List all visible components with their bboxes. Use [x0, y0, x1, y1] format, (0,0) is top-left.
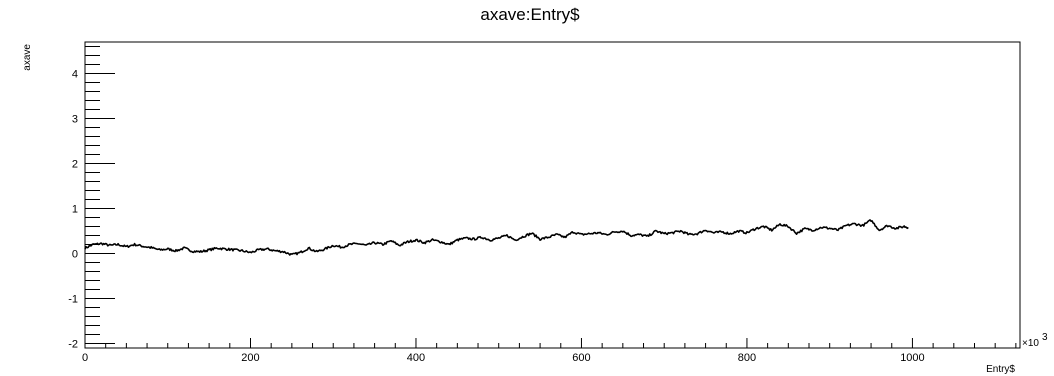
x-multiplier-label: ×10	[1022, 338, 1039, 349]
x-axis: 0 200 400 600 800 1000 ×103 Entry$	[82, 332, 1048, 375]
plot-frame	[84, 41, 1021, 349]
chart-title-group: axave:Entry$	[480, 5, 580, 24]
x-tick-label: 1000	[900, 352, 924, 364]
y-tick-label: -1	[68, 294, 78, 306]
x-axis-title: Entry$	[986, 364, 1015, 375]
y-tick-label: 1	[72, 204, 78, 216]
y-tick-label: -2	[68, 339, 78, 351]
series-group	[84, 219, 909, 256]
y-tick-label: 4	[72, 69, 78, 81]
y-tick-label: 0	[72, 249, 78, 261]
y-tick-label: 2	[72, 159, 78, 171]
y-axis: -2 -1 0 1 2 3 4 axave	[22, 44, 115, 351]
plot-frame-group	[84, 41, 1021, 349]
y-tick-label: 3	[72, 114, 78, 126]
x-tick-label: 200	[241, 352, 259, 364]
x-tick-label: 600	[572, 352, 590, 364]
x-tick-label: 400	[407, 352, 425, 364]
chart-title: axave:Entry$	[480, 5, 580, 24]
x-multiplier-exponent: 3	[1042, 332, 1048, 343]
x-tick-label: 800	[738, 352, 756, 364]
x-tick-label: 0	[82, 352, 88, 364]
y-axis-title: axave	[22, 44, 33, 71]
series-line-0	[84, 219, 909, 256]
